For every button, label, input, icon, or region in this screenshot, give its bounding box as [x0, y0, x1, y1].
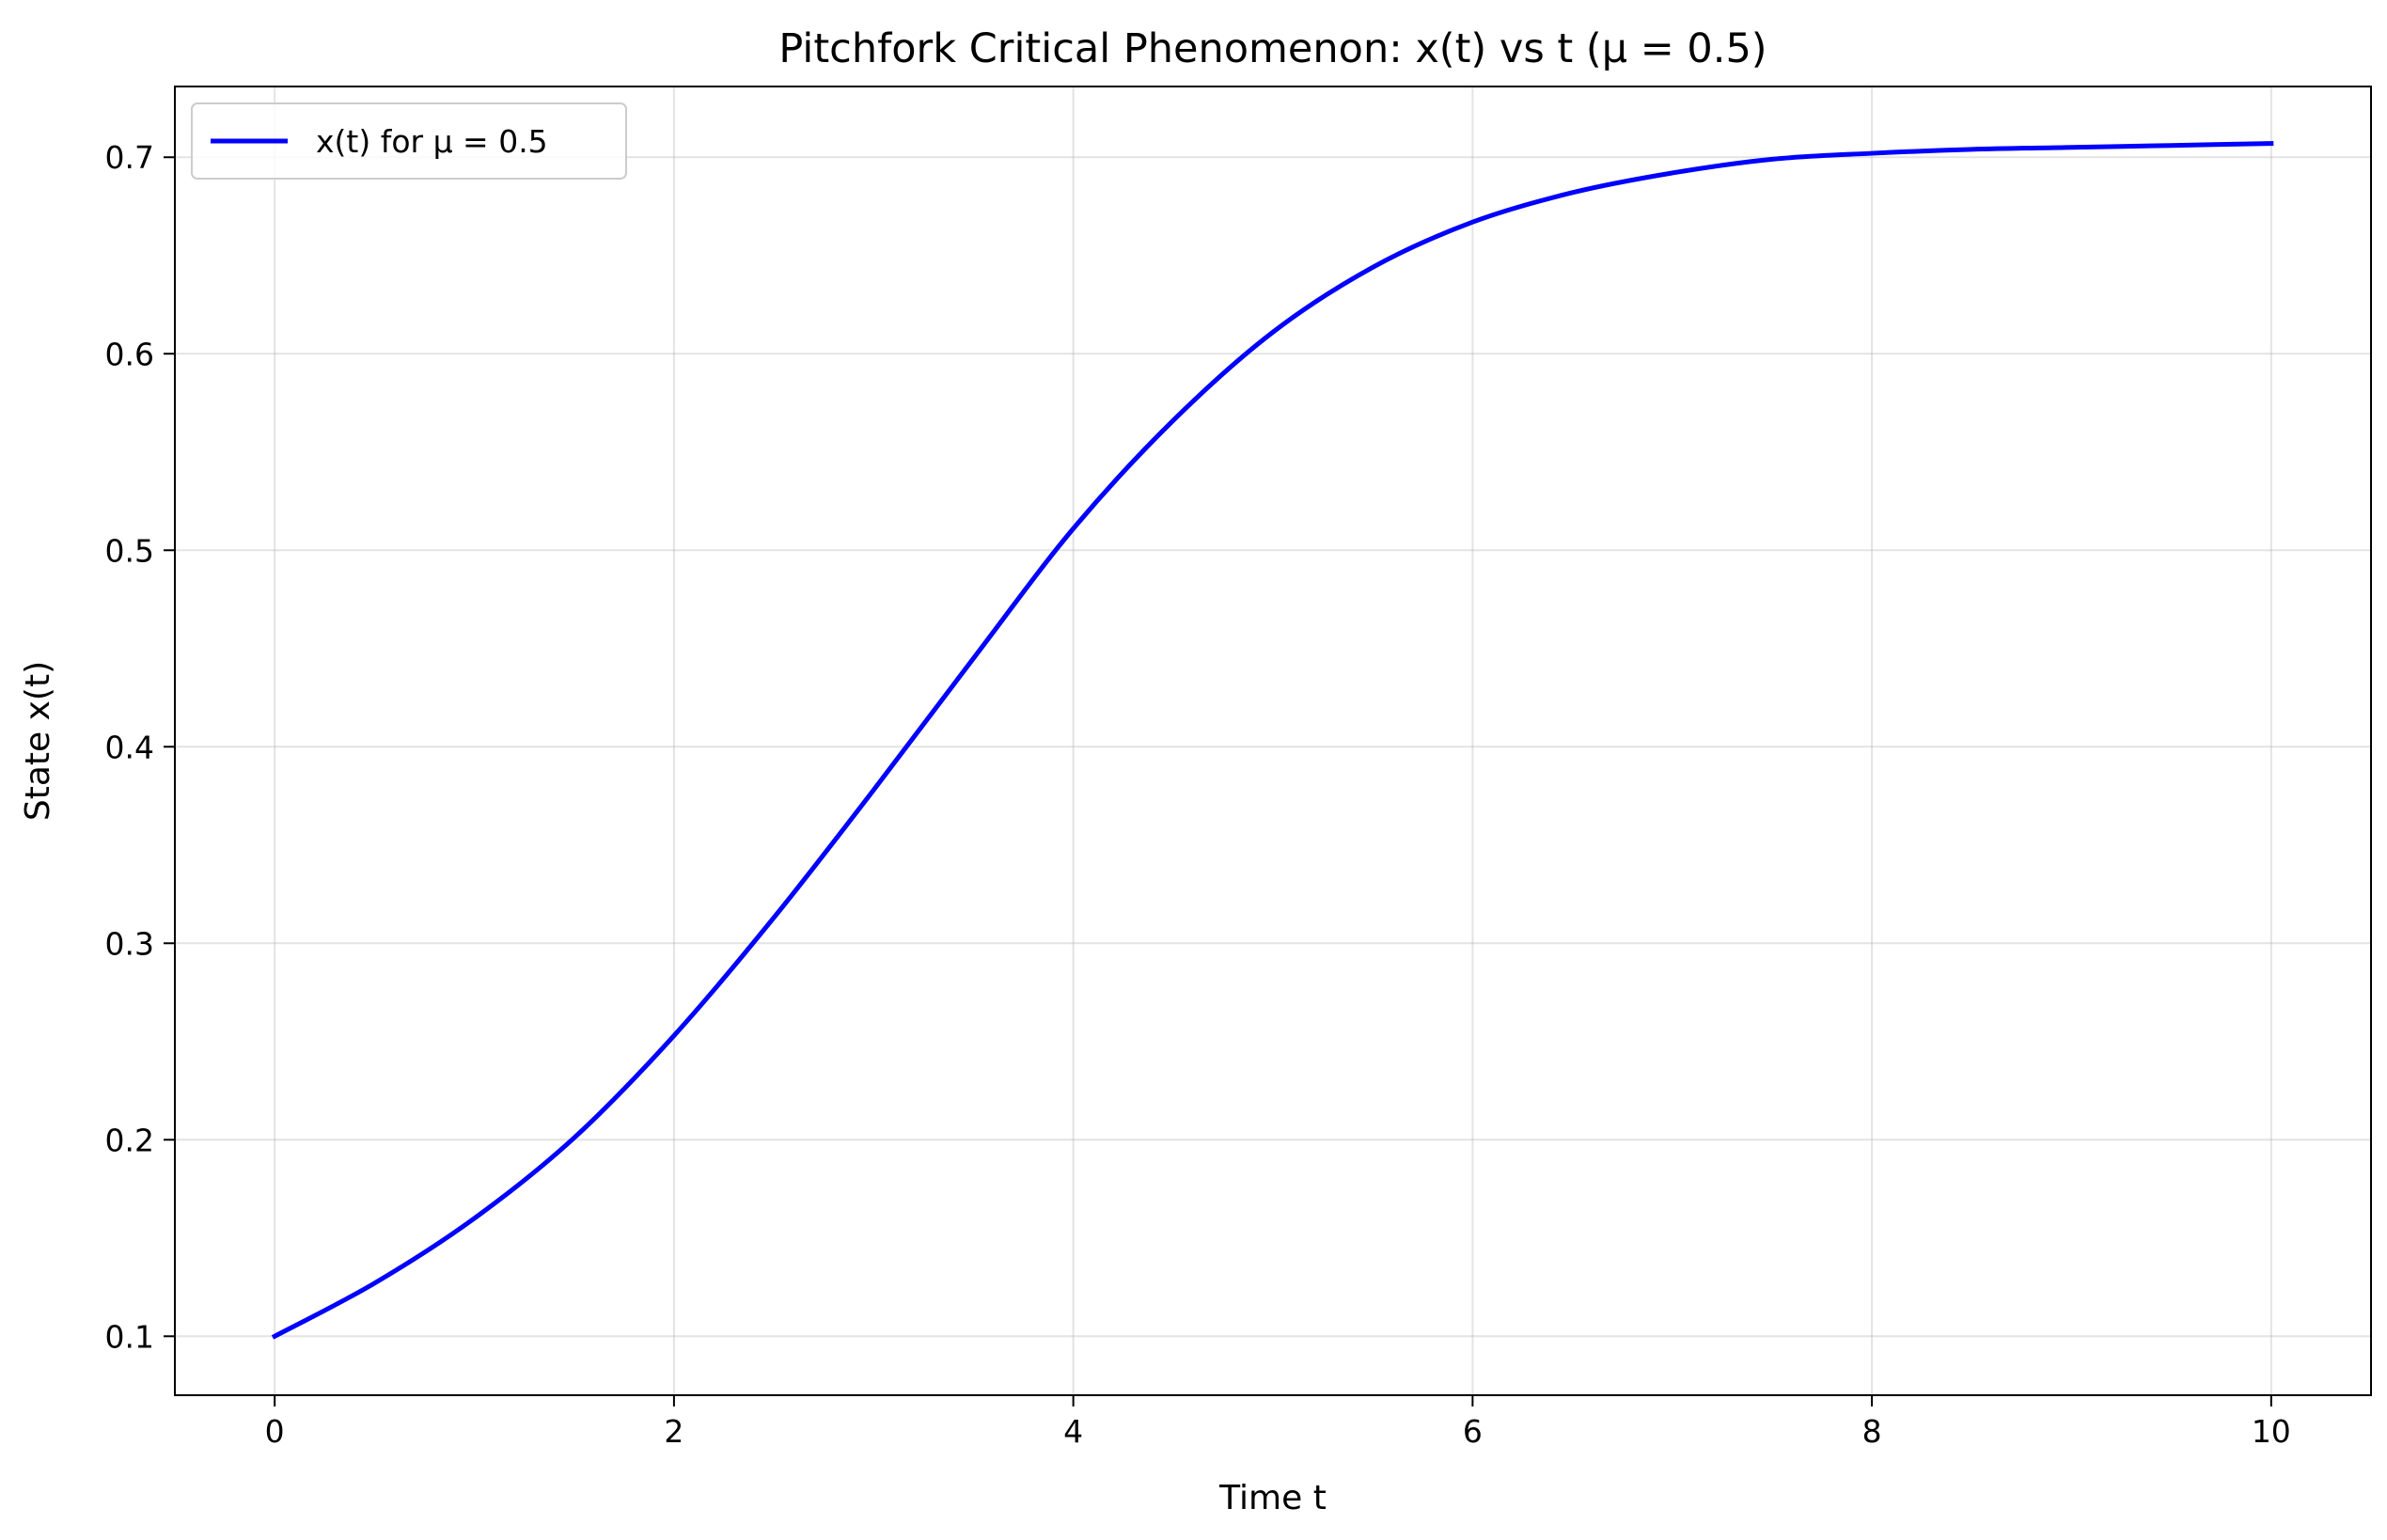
legend: x(t) for μ = 0.5: [192, 103, 626, 179]
legend-label: x(t) for μ = 0.5: [316, 123, 548, 160]
x-tick-label: 2: [664, 1413, 683, 1450]
x-tick-label: 8: [1862, 1413, 1882, 1450]
y-tick-label: 0.1: [105, 1318, 154, 1355]
x-tick-label: 10: [2252, 1413, 2291, 1450]
y-tick-label: 0.4: [105, 729, 154, 765]
y-axis-title: State x(t): [19, 661, 57, 821]
x-tick-label: 6: [1463, 1413, 1483, 1450]
y-tick-label: 0.3: [105, 925, 154, 962]
y-tick-label: 0.2: [105, 1122, 154, 1158]
x-tick-label: 4: [1063, 1413, 1083, 1450]
x-tick-label: 0: [265, 1413, 285, 1450]
y-tick-label: 0.5: [105, 532, 154, 569]
chart-title: Pitchfork Critical Phenomenon: x(t) vs t…: [778, 25, 1767, 72]
y-tick-label: 0.6: [105, 336, 154, 372]
y-tick-label: 0.7: [105, 139, 154, 176]
x-axis-title: Time t: [1218, 1479, 1327, 1517]
